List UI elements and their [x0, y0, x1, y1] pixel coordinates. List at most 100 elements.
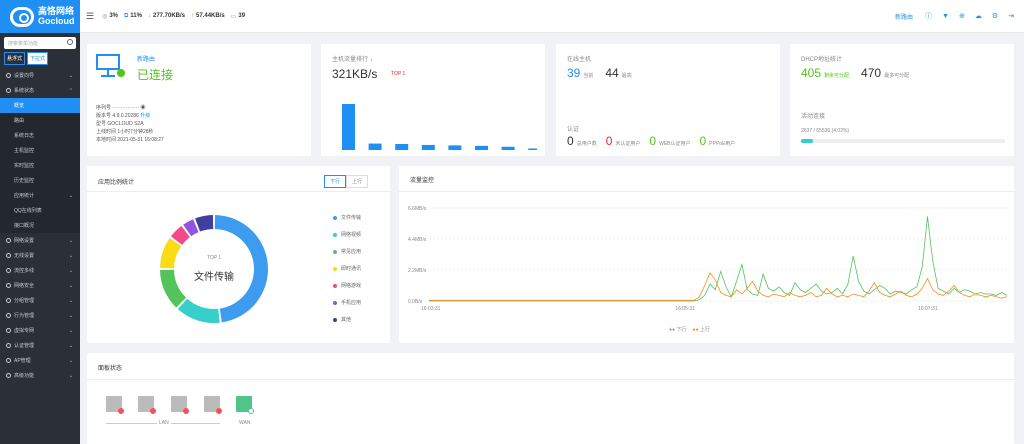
mode-float-button[interactable]: 悬浮式 — [4, 52, 26, 65]
sidebar-item-label: 主机监控 — [14, 148, 35, 154]
router-icon — [96, 54, 125, 77]
legend-item[interactable]: 常见应用 — [333, 243, 361, 260]
disconnected-icon — [216, 408, 222, 414]
donut-slice[interactable] — [160, 269, 187, 308]
menu-toggle-icon[interactable]: ☰ — [86, 10, 95, 21]
legend-item[interactable]: 文件传输 — [333, 209, 361, 226]
settings-icon[interactable]: ⚙ — [991, 13, 999, 20]
host-rank-bar[interactable] — [448, 145, 462, 150]
active-conn-fill — [801, 139, 814, 143]
lan-port-1[interactable] — [106, 396, 124, 414]
donut-slice[interactable] — [195, 215, 214, 232]
globe-icon[interactable]: ⊕ — [958, 13, 965, 20]
sidebar-item[interactable]: 网络设置 ⌄ — [0, 233, 80, 248]
sidebar-item[interactable]: 主机监控 — [0, 143, 80, 158]
sidebar-item[interactable]: AP管理 ⌄ — [0, 353, 80, 368]
legend-label: 手机应用 — [341, 300, 362, 306]
lan-port-4[interactable] — [204, 396, 222, 414]
cloud-icon[interactable]: ☁ — [974, 13, 982, 20]
chevron-down-icon: ⌄ — [68, 192, 73, 199]
legend-item[interactable]: 网络视频 — [333, 226, 361, 243]
wan-port[interactable] — [236, 396, 254, 414]
sidebar-item[interactable]: 高级功能 ⌄ — [0, 368, 80, 383]
x-tick-label: 16:03:31 — [421, 306, 441, 312]
auth-label: WEB认证用户 — [659, 141, 691, 147]
tab-download[interactable]: 下行 — [324, 175, 347, 188]
sidebar-item[interactable]: 网络安全 ⌄ — [0, 278, 80, 293]
new-routing-link[interactable]: 新路由 — [137, 57, 156, 63]
sort-down-icon[interactable]: ↓ — [369, 57, 373, 63]
sidebar-item[interactable]: 接口概况 — [0, 218, 80, 233]
host-rank-bar[interactable] — [528, 148, 537, 151]
sidebar-item[interactable]: 无线设置 ⌄ — [0, 248, 80, 263]
sidebar-item[interactable]: 路由 — [0, 113, 80, 128]
donut-top-label: TOP 1 — [206, 255, 222, 261]
search-icon[interactable] — [67, 39, 73, 45]
x-tick-label: 16:05:31 — [675, 306, 695, 312]
legend-item[interactable]: 手机应用 — [333, 294, 361, 311]
host-rank-title: 主机流量排行 — [332, 57, 369, 63]
sidebar-item[interactable]: 系统状态 ⌃ — [0, 83, 80, 98]
shirt-icon[interactable]: ▼ — [942, 12, 949, 20]
sidebar-item[interactable]: 认证管理 ⌄ — [0, 338, 80, 353]
mode-dropdown-button[interactable]: 下拉式 — [27, 52, 49, 65]
menu-item-icon — [6, 88, 11, 93]
sidebar-item-label: 认证管理 — [14, 343, 35, 349]
sidebar-item[interactable]: 系统日志 — [0, 128, 80, 143]
auth-label: 未认证用户 — [615, 141, 641, 147]
sidebar-item[interactable]: 概览 — [0, 98, 80, 113]
brand-logo[interactable]: 高恪网络 Gocloud — [0, 0, 80, 33]
donut-slice[interactable] — [170, 225, 190, 245]
uptime-label: 上线时间 — [96, 129, 117, 135]
sidebar-item[interactable]: 历史监控 — [0, 173, 80, 188]
logout-icon[interactable]: ⇥ — [1008, 13, 1014, 20]
host-rank-bar[interactable] — [342, 104, 355, 150]
chevron-down-icon: ⌄ — [68, 327, 73, 334]
host-rank-bar-chart — [342, 104, 537, 151]
auth-value: 0 — [699, 134, 707, 148]
host-rank-bar[interactable] — [395, 144, 409, 150]
donut-slice[interactable] — [214, 215, 268, 323]
sidebar-item[interactable]: 分组管理 ⌄ — [0, 293, 80, 308]
online-hosts: ▭ 39 — [230, 13, 246, 20]
host-rank-bar[interactable] — [421, 144, 435, 150]
menu-item-icon — [6, 283, 11, 288]
legend-item[interactable]: 网络游戏 — [333, 277, 361, 294]
legend-label: 即时通讯 — [341, 266, 362, 272]
dhcp-remain: 405 — [801, 66, 822, 80]
sidebar-item[interactable]: 虚拟专网 ⌄ — [0, 323, 80, 338]
info-icon[interactable]: ⓘ — [925, 13, 933, 20]
chevron-down-icon: ⌄ — [68, 372, 73, 379]
eye-icon[interactable]: ◉ — [140, 105, 146, 111]
donut-slice[interactable] — [177, 298, 220, 323]
host-rank-bar[interactable] — [368, 143, 382, 150]
legend-item[interactable]: 其他 — [333, 311, 361, 328]
new-routing-link[interactable]: 新路由 — [895, 14, 914, 21]
host-rank-bar[interactable] — [475, 145, 488, 150]
active-conn-bar — [801, 139, 1005, 143]
legend-label: 其他 — [341, 317, 352, 323]
lan-port-3[interactable] — [171, 396, 189, 414]
lan-port-2[interactable] — [138, 396, 156, 414]
sidebar-item[interactable]: 应用统计 ⌄ — [0, 188, 80, 203]
auth-value: 0 — [605, 134, 613, 148]
auth-stats: 0 总用户数 0 未认证用户 0 WEB认证用户 0 PPPoE用户 — [567, 134, 744, 148]
menu-search-input[interactable]: 搜索菜单功能 — [4, 37, 76, 49]
panel-title: 面板状态 — [98, 366, 123, 372]
legend-item[interactable]: 即时通讯 — [333, 260, 361, 277]
sidebar-item[interactable]: QQ在线列表 — [0, 203, 80, 218]
sidebar-item[interactable]: 流控多线 ⌄ — [0, 263, 80, 278]
tab-upload[interactable]: 上行 — [346, 175, 369, 188]
upgrade-link[interactable]: 升级 — [140, 113, 151, 119]
host-rank-bar[interactable] — [501, 146, 515, 150]
menu-item-icon — [6, 358, 11, 363]
donut-slice[interactable] — [183, 219, 199, 237]
donut-center-label: 文件传输 — [194, 272, 234, 283]
sidebar-item[interactable]: 设置向导 ⌄ — [0, 68, 80, 83]
sidebar-item[interactable]: 行为管理 ⌄ — [0, 308, 80, 323]
menu-item-icon — [6, 343, 11, 348]
donut-slice[interactable] — [160, 238, 182, 269]
sidebar-item[interactable]: 实时监控 — [0, 158, 80, 173]
sidebar-item-label: 流控多线 — [14, 268, 35, 274]
sidebar-item-label: 系统日志 — [14, 133, 35, 139]
